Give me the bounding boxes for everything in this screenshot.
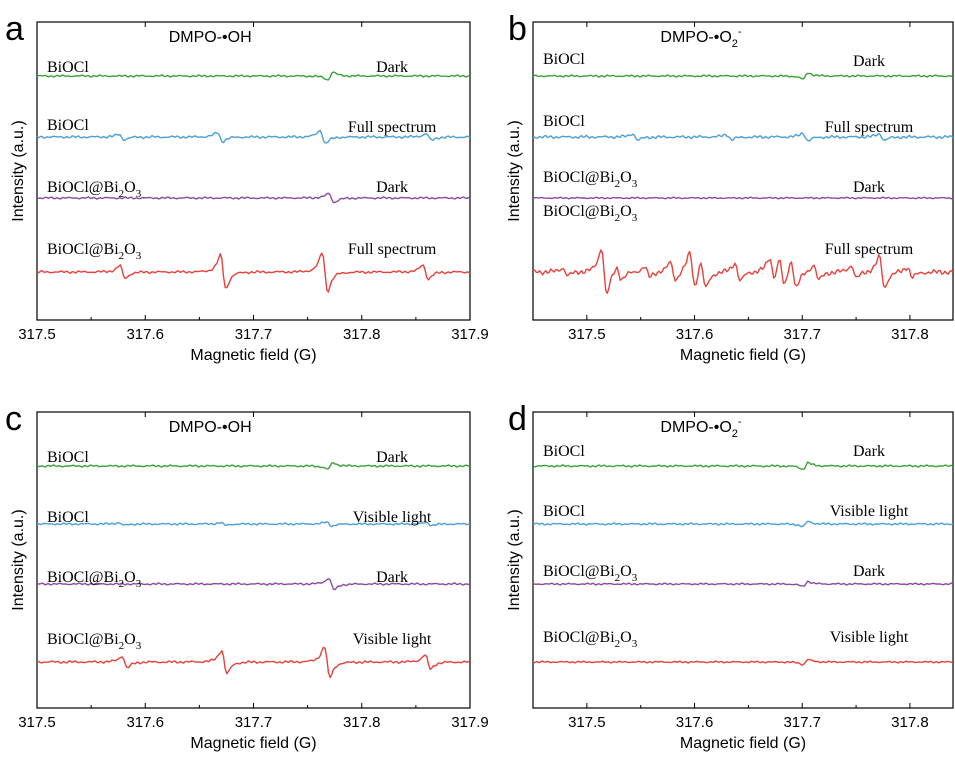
x-tick-label: 317.7 (783, 714, 821, 731)
condition-label: Visible light (830, 629, 909, 646)
x-tick-label: 317.8 (343, 326, 381, 343)
spectrum-line (37, 647, 470, 677)
spectrum-line (533, 581, 953, 586)
y-axis-label: Intensity (a.u.) (10, 120, 27, 221)
y-axis-label: Intensity (a.u.) (506, 509, 523, 610)
x-tick-label: 317.7 (235, 326, 273, 343)
panel-letter: c (5, 400, 22, 438)
panel-letter: d (508, 400, 527, 438)
condition-label: Full spectrum (348, 241, 437, 258)
sample-label: BiOCl (543, 503, 585, 520)
sample-label: BiOCl (543, 51, 585, 68)
sample-label: BiOCl@Bi2O3 (543, 169, 638, 190)
panel-title: DMPO-•O2- (660, 26, 742, 50)
sample-label: BiOCl@Bi2O3 (47, 241, 142, 262)
sample-label: BiOCl (47, 117, 89, 134)
panel-title: DMPO-•OH (169, 419, 252, 436)
x-axis-label: Magnetic field (G) (190, 347, 316, 364)
x-axis-label: Magnetic field (G) (680, 735, 806, 752)
sample-label: BiOCl@Bi2O3 (543, 629, 638, 650)
condition-label: Dark (853, 443, 885, 460)
condition-label: Dark (376, 449, 408, 466)
x-axis-label: Magnetic field (G) (190, 735, 316, 752)
x-tick-label: 317.6 (126, 714, 164, 731)
x-tick-label: 317.5 (18, 326, 56, 343)
sample-label: BiOCl (47, 449, 89, 466)
sample-label: BiOCl@Bi2O3 (47, 179, 142, 200)
x-tick-label: 317.8 (891, 326, 929, 343)
condition-label: Dark (853, 179, 885, 196)
sample-label: BiOCl@Bi2O3 (47, 631, 142, 652)
x-tick-label: 317.8 (343, 714, 381, 731)
plot-frame (533, 412, 953, 708)
spectrum-line (533, 197, 953, 199)
condition-label: Dark (376, 59, 408, 76)
panel-letter: a (5, 10, 24, 48)
x-tick-label: 317.6 (126, 326, 164, 343)
condition-label: Dark (853, 53, 885, 70)
sample-label: BiOCl@Bi2O3 (543, 563, 638, 584)
condition-label: Visible light (830, 503, 909, 520)
panel-d: d DMPO-•O2- Intensity (a.u.) Magnetic field… (506, 400, 953, 752)
spectrum-line (533, 462, 953, 469)
x-tick-label: 317.8 (891, 714, 929, 731)
x-tick-label: 317.6 (676, 326, 714, 343)
x-tick-label: 317.5 (18, 714, 56, 731)
condition-label: Full spectrum (825, 241, 914, 258)
y-axis-label: Intensity (a.u.) (10, 509, 27, 610)
x-tick-label: 317.7 (783, 326, 821, 343)
spectrum-line (533, 660, 953, 666)
x-tick-label: 317.5 (568, 326, 606, 343)
x-tick-label: 317.5 (568, 714, 606, 731)
condition-label: Dark (376, 179, 408, 196)
spectrum-line (533, 74, 953, 80)
panel-letter: b (508, 10, 527, 48)
condition-label: Dark (853, 563, 885, 580)
panel-a: a DMPO-•OH Intensity (a.u.) Magnetic field … (5, 10, 489, 364)
panel-c: c DMPO-•OH Intensity (a.u.) Magnetic field … (5, 400, 489, 752)
y-axis-label: Intensity (a.u.) (506, 120, 523, 221)
sample-label: BiOCl (543, 113, 585, 130)
x-axis-label: Magnetic field (G) (680, 347, 806, 364)
condition-label: Visible light (353, 631, 432, 648)
x-tick-label: 317.9 (451, 714, 489, 731)
sample-label: BiOCl (543, 443, 585, 460)
panel-b: b DMPO-•O2- Intensity (a.u.) Magnetic field… (506, 10, 953, 364)
sample-label: BiOCl@Bi2O3 (47, 569, 142, 590)
spectrum-line (533, 521, 953, 526)
x-tick-label: 317.7 (235, 714, 273, 731)
condition-label: Visible light (353, 509, 432, 526)
x-tick-label: 317.9 (451, 326, 489, 343)
condition-label: Full spectrum (825, 119, 914, 136)
sample-label: BiOCl (47, 509, 89, 526)
panel-title: DMPO-•O2- (660, 416, 742, 440)
sample-label: BiOCl (47, 59, 89, 76)
condition-label: Full spectrum (348, 119, 437, 136)
spectrum-line (37, 253, 470, 292)
condition-label: Dark (376, 569, 408, 586)
sample-label: BiOCl@Bi2O3 (543, 203, 638, 224)
panel-title: DMPO-•OH (169, 29, 252, 46)
x-tick-label: 317.6 (676, 714, 714, 731)
